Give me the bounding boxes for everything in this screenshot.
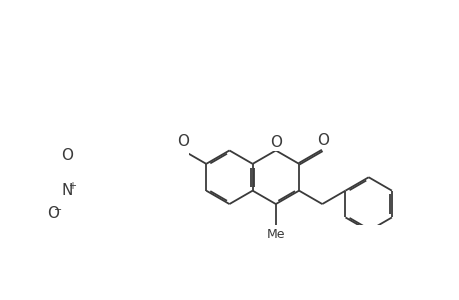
Text: O: O [61, 148, 73, 163]
Text: +: + [67, 181, 76, 191]
Text: O: O [47, 206, 60, 221]
Text: Me: Me [266, 228, 285, 241]
Text: O: O [269, 135, 281, 150]
Text: −: − [54, 205, 62, 214]
Text: O: O [316, 133, 328, 148]
Text: N: N [61, 183, 73, 198]
Text: O: O [177, 134, 189, 149]
